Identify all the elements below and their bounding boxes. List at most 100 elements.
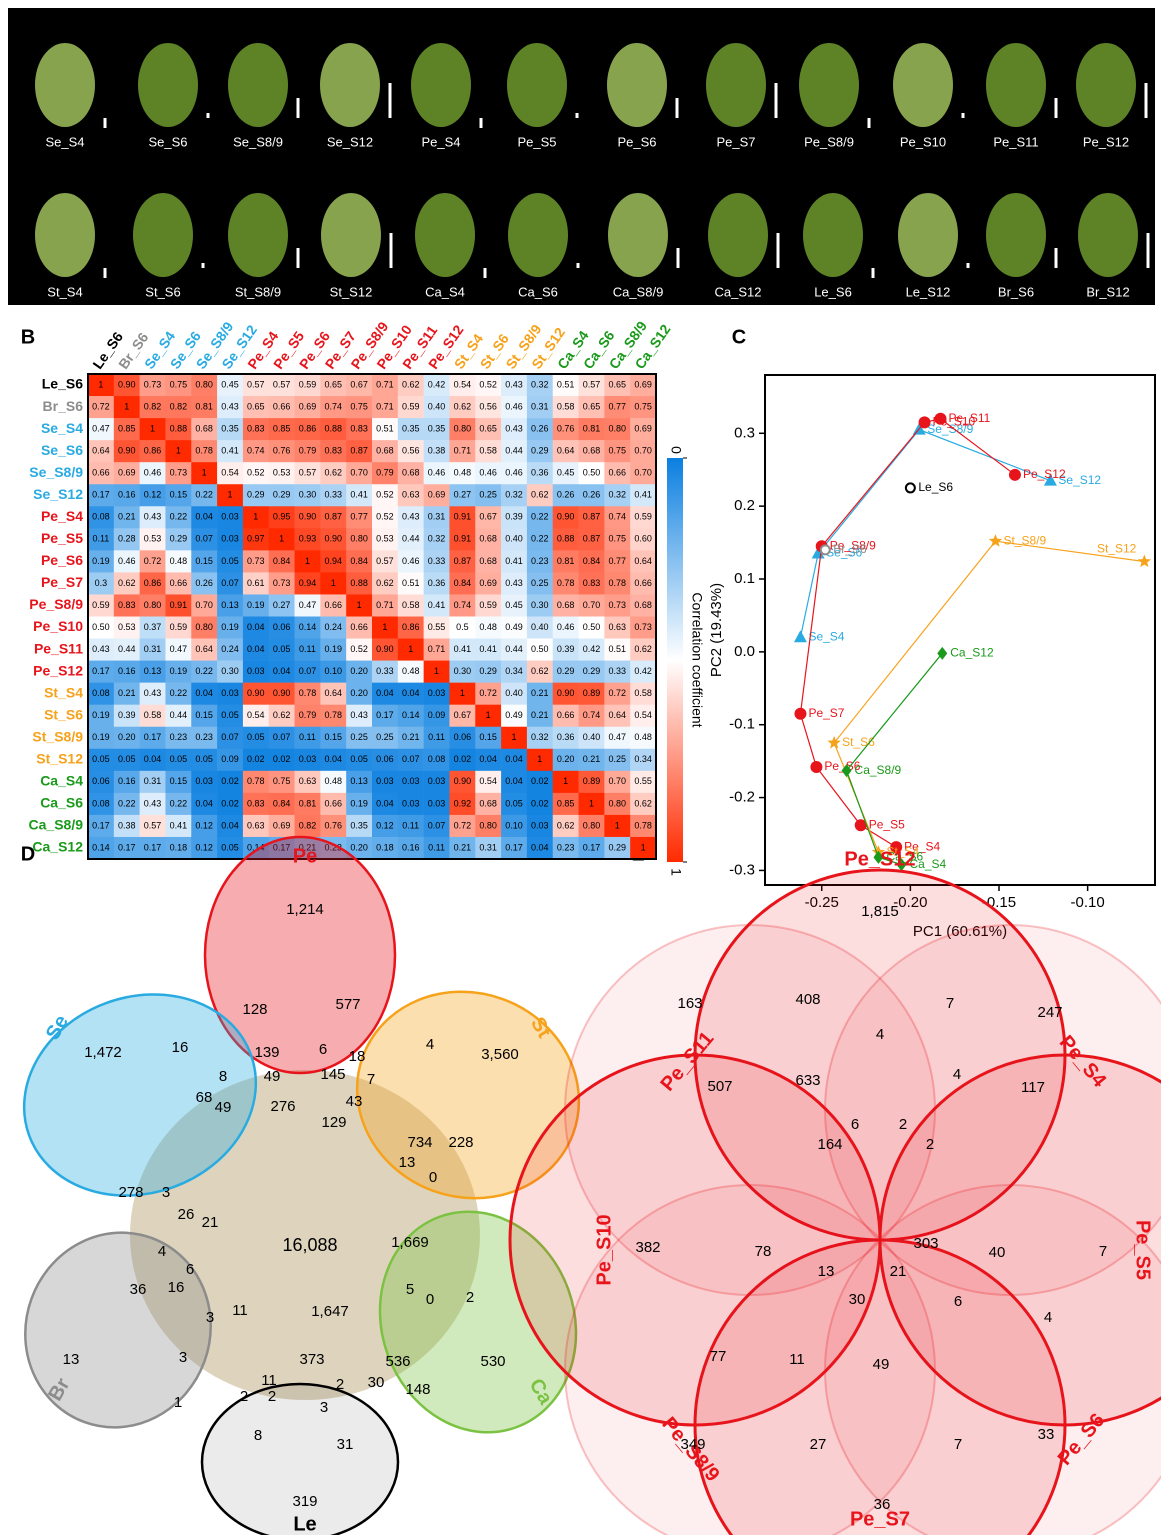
cell-label: 0.31 [428,512,446,522]
cell-label: 0.20 [350,666,368,676]
cell-label: 0.22 [531,534,549,544]
cell-label: 0.33 [609,666,627,676]
cell-label: 0.02 [454,754,472,764]
region-count: 2 [240,1388,248,1405]
y-tick-label: -0.1 [729,716,755,733]
cell-label: 0.80 [195,379,213,389]
region-count: 2 [899,1116,907,1133]
cell-label: 0.64 [557,446,575,456]
photo [803,193,863,277]
cell-label: 0.40 [505,534,523,544]
cell-label: 0.17 [144,842,162,852]
region-count: 5 [406,1281,414,1298]
cell-label: 0.14 [92,842,110,852]
cell-label: 0.85 [118,423,136,433]
cell-label: 0.05 [221,710,239,720]
photo-label: Le_S6 [814,284,852,299]
region-count: 3 [206,1309,214,1326]
cell-label: 0.69 [634,379,652,389]
cell-label: 0.68 [479,798,497,808]
cell-label: 0.75 [170,379,188,389]
row-label: Pe_S12 [33,662,83,678]
cell-label: 0.94 [299,578,317,588]
cell-label: 0.77 [609,556,627,566]
region-count: 2 [466,1289,474,1306]
row-label: Ca_S6 [40,795,83,811]
cell-label: 0.61 [247,578,265,588]
region-count: 145 [320,1066,345,1083]
cell-label: 0.49 [505,710,523,720]
point [906,483,915,492]
region-count: 49 [215,1099,232,1116]
cell-label: 0.51 [609,644,627,654]
cell-label: 0.02 [531,798,549,808]
cell-label: 0.29 [531,446,549,456]
cell-label: 0.62 [273,710,291,720]
photo-label: Se_S6 [148,134,187,149]
set-label: Pe_S10 [593,1214,615,1285]
cell-label: 0.64 [195,644,213,654]
photo-label: Pe_S7 [716,134,755,149]
cell-label: 0.52 [350,644,368,654]
photo [411,43,471,127]
cell-label: 0.64 [92,446,110,456]
cell-label: 0.04 [273,666,291,676]
cell-label: 0.25 [609,754,627,764]
cell-label: 0.84 [273,798,291,808]
cell-label: 0.71 [376,379,394,389]
cell-label: 0.79 [376,468,394,478]
cell-label: 0.29 [170,534,188,544]
cell-label: 0.15 [195,710,213,720]
cell-label: 0.59 [170,622,188,632]
cell-label: 0.78 [247,776,265,786]
region-count: 16 [168,1279,185,1296]
cell-label: 0.48 [170,556,188,566]
cell-label: 0.59 [92,600,110,610]
cell-label: 0.31 [531,401,549,411]
cell-label: 0.04 [505,754,523,764]
cell-label: 0.11 [299,644,316,654]
cell-label: 0.44 [170,710,188,720]
cell-label: 0.62 [376,578,394,588]
cell-label: 1 [382,622,387,632]
cell-label: 0.32 [531,732,549,742]
cell-label: 0.44 [505,644,523,654]
photo [507,43,567,127]
photo [228,43,288,127]
photo [35,43,95,127]
row-label: St_S4 [44,684,83,700]
cell-label: 0.11 [428,842,445,852]
region-count: 3 [320,1399,328,1416]
cell-label: 1 [615,820,620,830]
cell-label: 0.71 [428,644,446,654]
cell-label: 0.10 [325,666,343,676]
cell-label: 0.83 [325,446,343,456]
cell-label: 0.16 [402,842,420,852]
cell-label: 0.20 [350,842,368,852]
cell-label: 0.83 [247,798,265,808]
region-count: 129 [321,1114,346,1131]
region-count: 77 [710,1348,727,1365]
cell-label: 0.88 [325,423,343,433]
cell-label: 0.52 [479,379,497,389]
cell-label: 0.87 [350,446,368,456]
cell-label: 0.68 [195,423,213,433]
cell-label: 0.71 [376,401,394,411]
region-count: 530 [480,1353,505,1370]
row-label: Ca_S4 [40,773,83,789]
row-label: St_S6 [44,706,83,722]
cell-label: 0.85 [273,423,291,433]
cell-label: 0.46 [505,401,523,411]
cell-label: 0.87 [583,512,601,522]
y-axis-title: PC2 (19.43%) [708,583,725,677]
cell-label: 0.68 [583,446,601,456]
photo-label: Ca_S12 [715,284,762,299]
cell-label: 0.29 [479,666,497,676]
cell-label: 0.92 [454,798,472,808]
cell-label: 0.57 [144,820,162,830]
cell-label: 0.87 [454,556,472,566]
cell-label: 0.80 [609,798,627,808]
cell-label: 0.16 [118,666,136,676]
y-tick-label: 0.1 [734,570,755,587]
photo-label: Pe_S5 [517,134,556,149]
